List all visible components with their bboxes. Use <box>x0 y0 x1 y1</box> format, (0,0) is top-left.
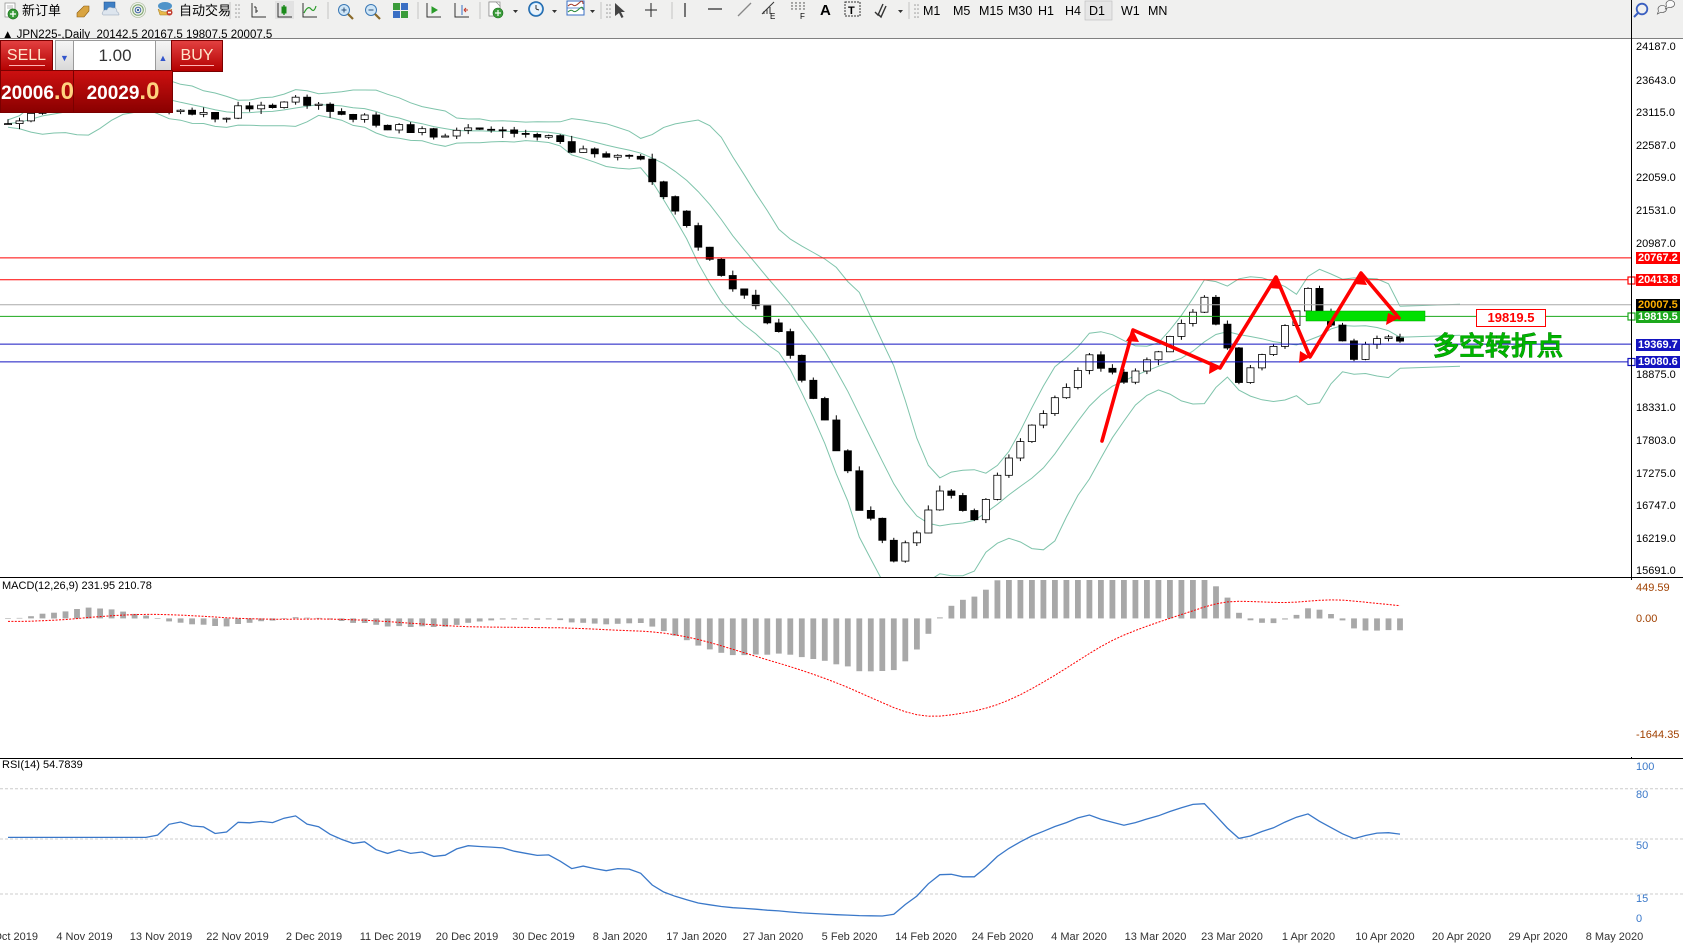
svg-text:M30: M30 <box>1008 4 1032 18</box>
svg-text:E: E <box>770 12 775 21</box>
svg-text:D1: D1 <box>1089 4 1105 18</box>
svg-text:T: T <box>848 5 855 17</box>
svg-text:自动交易: 自动交易 <box>179 3 231 18</box>
svg-text:H1: H1 <box>1038 4 1054 18</box>
svg-text:A: A <box>820 2 831 19</box>
svg-text:新订单: 新订单 <box>22 3 61 18</box>
svg-text:MN: MN <box>1148 4 1167 18</box>
svg-text:H4: H4 <box>1065 4 1081 18</box>
svg-text:M5: M5 <box>953 4 970 18</box>
svg-text:M1: M1 <box>923 4 940 18</box>
svg-text:M15: M15 <box>979 4 1003 18</box>
svg-text:F: F <box>800 12 805 21</box>
svg-text:W1: W1 <box>1121 4 1140 18</box>
